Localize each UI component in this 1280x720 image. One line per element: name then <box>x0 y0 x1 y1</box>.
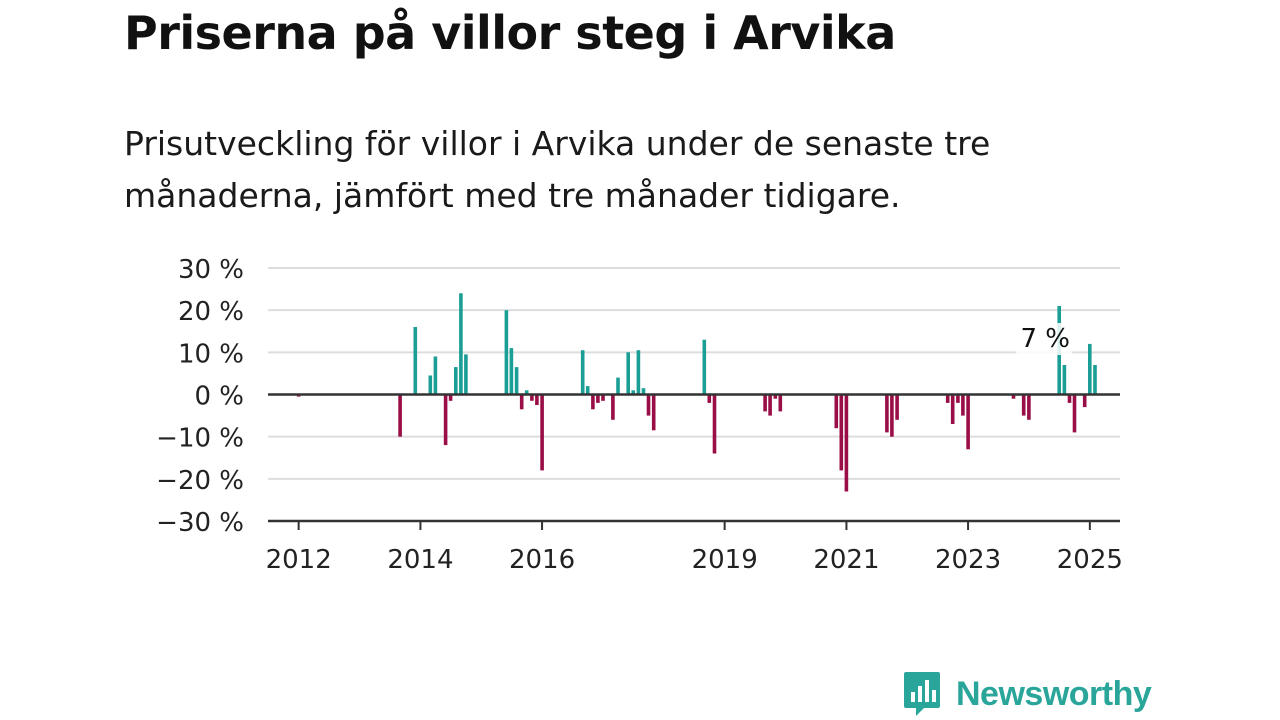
annotation-background <box>1015 322 1074 355</box>
bar <box>514 367 519 395</box>
bar <box>885 394 889 433</box>
bar <box>773 394 778 399</box>
bar <box>890 394 894 437</box>
bar <box>763 394 767 412</box>
bar <box>707 394 712 403</box>
bar <box>464 354 468 395</box>
y-tick-label: 20 % <box>178 297 244 327</box>
bar <box>768 394 772 416</box>
bar <box>585 386 590 395</box>
bar <box>1072 394 1077 433</box>
bar <box>601 394 605 401</box>
bars <box>296 293 1097 492</box>
bar <box>1067 394 1072 403</box>
bar <box>895 394 899 420</box>
bar <box>956 394 960 403</box>
grid-lines <box>268 267 1120 480</box>
bar <box>950 394 955 424</box>
bar <box>1027 394 1031 420</box>
y-tick-label: −30 % <box>156 508 244 538</box>
bar <box>945 394 950 403</box>
bar <box>596 394 600 403</box>
bar <box>535 394 539 405</box>
bar <box>834 394 839 429</box>
bar <box>641 388 646 395</box>
x-tick-label: 2019 <box>692 545 758 575</box>
x-tick-label: 2014 <box>387 545 453 575</box>
x-axis-labels: 2012 2014 2016 2019 2021 2023 2025 <box>266 521 1123 575</box>
bar <box>961 394 965 416</box>
bar <box>1021 394 1026 416</box>
bar <box>591 394 595 410</box>
bar <box>839 394 844 471</box>
chart-title: Priserna på villor steg i Arvika <box>124 6 896 60</box>
bar <box>509 348 514 395</box>
bar <box>1093 365 1097 395</box>
newsworthy-logo-icon <box>904 672 940 716</box>
brand-logo: Newsworthy <box>902 670 1152 718</box>
x-tick-label: 2023 <box>935 545 1001 575</box>
bar <box>1062 365 1067 395</box>
y-tick-label: 0 % <box>194 382 244 412</box>
bar <box>443 394 448 446</box>
bar <box>530 394 534 401</box>
bar <box>519 394 524 410</box>
bar <box>778 394 783 412</box>
bar <box>631 390 635 395</box>
annotation-label: 7 % <box>1020 324 1070 354</box>
bar <box>398 394 402 437</box>
bar <box>524 390 529 395</box>
y-tick-label: −10 % <box>156 424 244 454</box>
bar <box>580 350 585 395</box>
x-tick-label: 2016 <box>509 545 575 575</box>
bar <box>540 394 544 471</box>
bar <box>626 352 630 395</box>
bar <box>454 367 458 395</box>
bar <box>504 310 509 395</box>
x-tick-label: 2021 <box>813 545 879 575</box>
bar <box>646 394 651 416</box>
y-tick-label: 30 % <box>178 255 244 285</box>
bar <box>616 377 620 395</box>
y-axis-labels: 30 % 20 % 10 % 0 % −10 % −20 % −30 % <box>156 255 244 538</box>
bar <box>1082 394 1087 408</box>
x-tick-label: 2025 <box>1057 545 1123 575</box>
annotation-group: 7 % <box>1015 322 1074 355</box>
bar <box>702 339 707 395</box>
bar <box>433 356 438 395</box>
bar <box>413 327 418 395</box>
bar <box>428 375 433 395</box>
x-tick-label: 2012 <box>266 545 332 575</box>
bar <box>459 293 463 395</box>
bar <box>966 394 970 450</box>
bar <box>611 394 615 420</box>
axes <box>268 393 1120 523</box>
brand-name: Newsworthy <box>956 674 1152 713</box>
bar <box>1011 394 1016 399</box>
y-tick-label: −20 % <box>156 466 244 496</box>
y-tick-label: 10 % <box>178 339 244 369</box>
bar <box>636 350 641 395</box>
chart-subtitle: Prisutveckling för villor i Arvika under… <box>124 124 991 215</box>
bar <box>1088 343 1092 395</box>
bar <box>844 394 849 492</box>
bar <box>651 394 656 431</box>
bar <box>712 394 717 454</box>
bar <box>448 394 453 401</box>
